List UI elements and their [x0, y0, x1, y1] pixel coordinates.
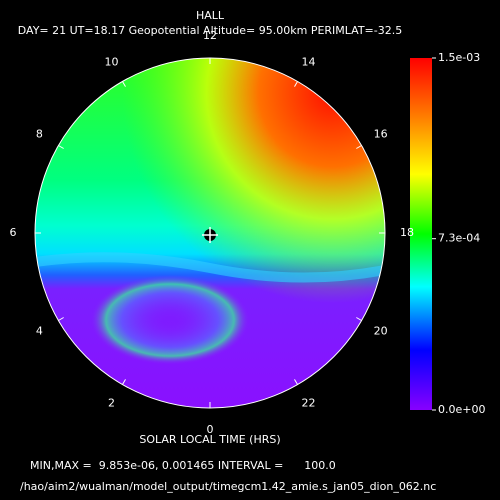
chart-title: HALL — [196, 9, 225, 22]
hour-tick — [122, 81, 126, 87]
colorbar — [410, 58, 432, 410]
hour-label: 14 — [302, 55, 316, 68]
hour-tick — [356, 317, 362, 321]
hour-label: 20 — [374, 325, 388, 338]
center-marker — [202, 227, 218, 243]
hour-tick — [58, 145, 64, 149]
hour-label: 18 — [400, 226, 414, 239]
hour-label: 8 — [36, 128, 43, 141]
colorbar-label: 1.5e-03 — [438, 51, 480, 64]
hour-label: 0 — [207, 423, 214, 436]
chart-subtitle: DAY= 21 UT=18.17 Geopotential Altitude= … — [18, 24, 402, 37]
hour-tick — [58, 317, 64, 321]
stats: MIN,MAX = 9.853e-06, 0.001465 INTERVAL =… — [30, 459, 336, 472]
hour-tick — [294, 379, 298, 385]
hour-tick — [356, 145, 362, 149]
hour-tick — [122, 379, 126, 385]
x-axis-label: SOLAR LOCAL TIME (HRS) — [139, 433, 280, 446]
hour-tick — [294, 81, 298, 87]
hour-label: 16 — [374, 128, 388, 141]
hour-label: 12 — [203, 29, 217, 42]
colorbar-label: 7.3e-04 — [438, 232, 480, 245]
colorbar-label: 0.0e+00 — [438, 403, 485, 416]
hour-label: 22 — [302, 397, 316, 410]
hour-label: 10 — [105, 55, 119, 68]
hour-label: 2 — [108, 397, 115, 410]
hour-label: 6 — [10, 226, 17, 239]
file-path: /hao/aim2/wualman/model_output/timegcm1.… — [20, 480, 436, 493]
hour-label: 4 — [36, 325, 43, 338]
